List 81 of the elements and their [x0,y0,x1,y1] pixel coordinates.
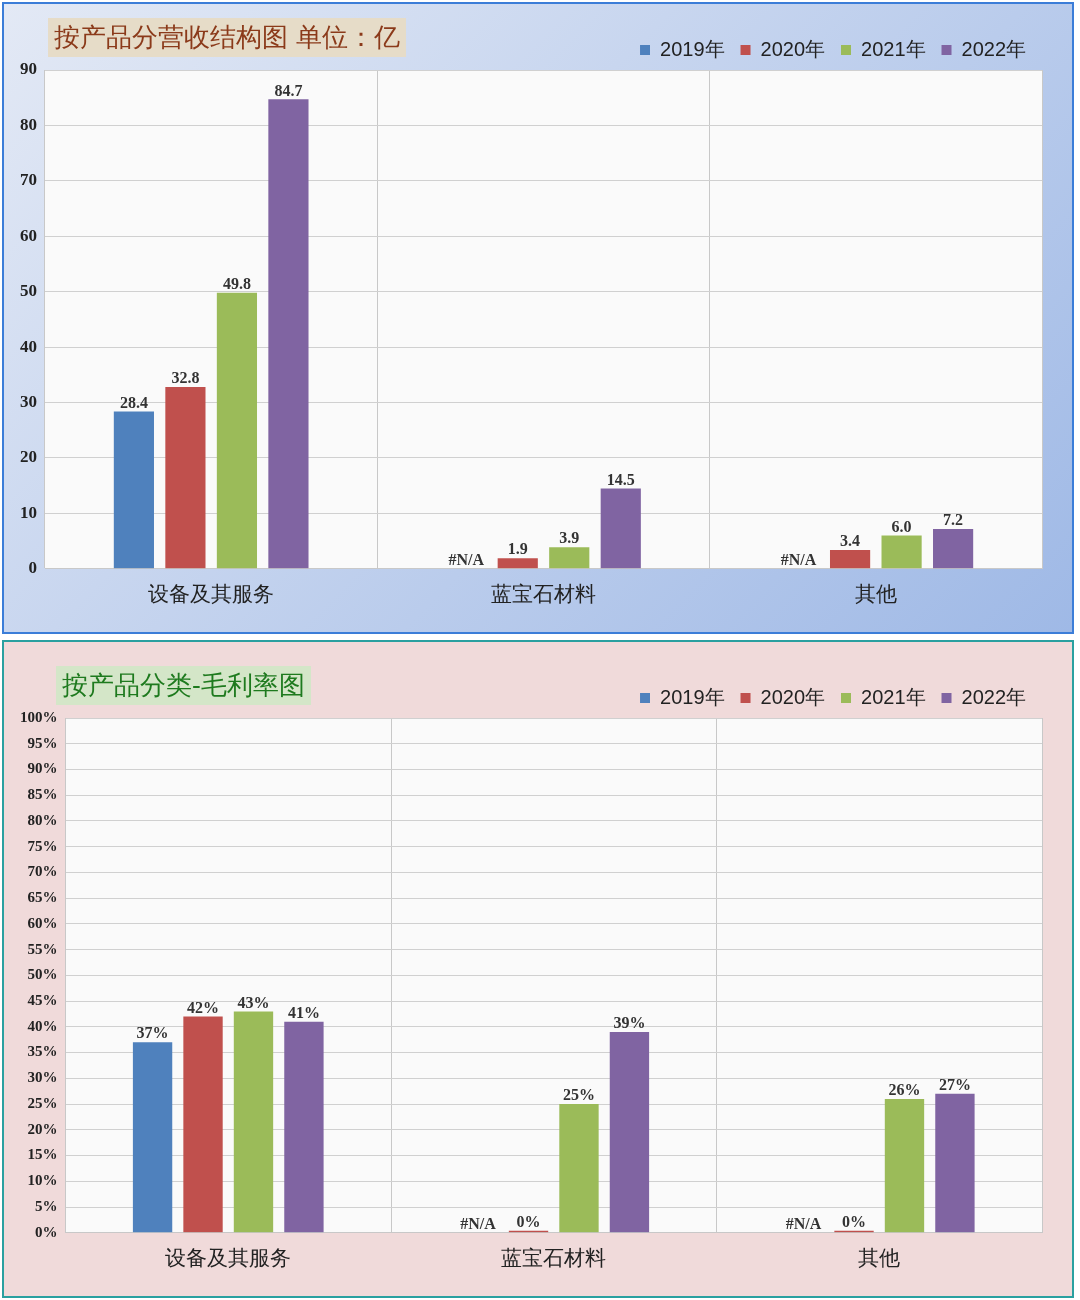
y-tick-label: 80% [27,811,58,828]
x-tick-label: 设备及其服务 [148,581,275,606]
y-tick-label: 95% [27,734,58,751]
text: #N/A [780,550,817,568]
y-tick-label: 55% [27,940,58,957]
data-label: 39% [613,1014,646,1032]
legend-label: 2019年 [660,685,725,708]
legend-label: 2022年 [961,685,1027,708]
y-tick-label: 90 [20,59,37,79]
x-tick-label: 设备及其服务 [165,1245,292,1270]
y-tick-label: 75% [27,837,58,854]
y-tick-label: 35% [27,1043,58,1060]
chart-title: 按产品分营收结构图 单位：亿 [48,18,407,57]
y-tick-label: 30 [20,391,37,411]
y-tick-label: 0 [28,558,37,578]
data-label: 41% [287,1003,320,1021]
data-label: 26% [888,1081,921,1099]
y-tick-label: 50 [20,281,37,301]
y-tick-label: 45% [27,992,58,1009]
y-tick-label: 30% [27,1069,58,1086]
y-tick-label: 65% [27,889,58,906]
y-tick-label: 15% [27,1146,58,1163]
legend-label: 2020年 [760,37,826,60]
data-label: 28.4 [119,393,148,411]
bar [549,547,590,569]
data-label: 0% [516,1212,541,1230]
legend-label: 2021年 [861,685,926,708]
data-label: 37% [136,1024,169,1042]
x-tick-label: 其他 [854,581,897,606]
y-tick-label: 60 [20,225,37,245]
x-tick-label: 其他 [858,1245,901,1270]
data-label: 0% [842,1212,867,1230]
y-tick-label: 90% [27,760,58,777]
x-tick-label: 蓝宝石材料 [491,581,596,606]
y-tick-label: 10 [20,502,37,522]
y-tick-label: 0% [35,1223,58,1240]
data-label: 27% [938,1075,971,1093]
text: #N/A [448,550,485,568]
data-label: 32.8 [171,369,200,387]
y-tick-label: 70 [20,170,37,190]
legend-label: 2020年 [760,685,826,708]
bar [881,535,922,569]
y-tick-label: 100% [20,708,58,725]
data-label: 1.9 [507,540,528,558]
data-label: 14.5 [606,470,635,488]
data-label: 3.9 [559,529,580,547]
text: #N/A [785,1214,822,1232]
bar [829,549,871,569]
legend-label: 2019年 [660,37,725,60]
data-label: 6.0 [891,517,912,535]
y-tick-label: 80 [20,114,37,134]
text: #N/A [460,1214,496,1232]
y-tick-label: 5% [35,1197,58,1214]
data-label: 84.7 [274,81,303,99]
y-tick-label: 40% [27,1017,58,1034]
x-tick-label: 蓝宝石材料 [501,1245,607,1270]
y-tick-label: 10% [27,1172,58,1189]
bar [216,292,258,569]
data-label: 49.8 [222,274,251,292]
y-tick-label: 70% [27,863,58,880]
legend-label: 2022年 [961,37,1027,60]
bar [268,99,309,569]
y-tick-label: 85% [27,786,58,803]
legend-label: 2021年 [861,37,926,60]
data-label: 43% [237,993,270,1011]
y-tick-label: 20 [20,447,37,467]
y-tick-label: 20% [27,1120,58,1137]
data-label: 42% [187,998,220,1016]
y-tick-label: 60% [27,914,58,931]
bar [600,488,641,569]
bar [497,558,538,569]
bar [113,411,154,569]
y-tick-label: 25% [27,1094,58,1111]
chart-title: 按产品分类-毛利率图 [56,666,311,705]
y-tick-label: 40 [20,336,37,356]
data-label: 3.4 [840,532,861,550]
y-tick-label: 50% [27,966,58,983]
data-label: 25% [562,1086,595,1104]
data-label: 7.2 [943,511,964,529]
bar [165,387,206,569]
bar [933,528,974,569]
